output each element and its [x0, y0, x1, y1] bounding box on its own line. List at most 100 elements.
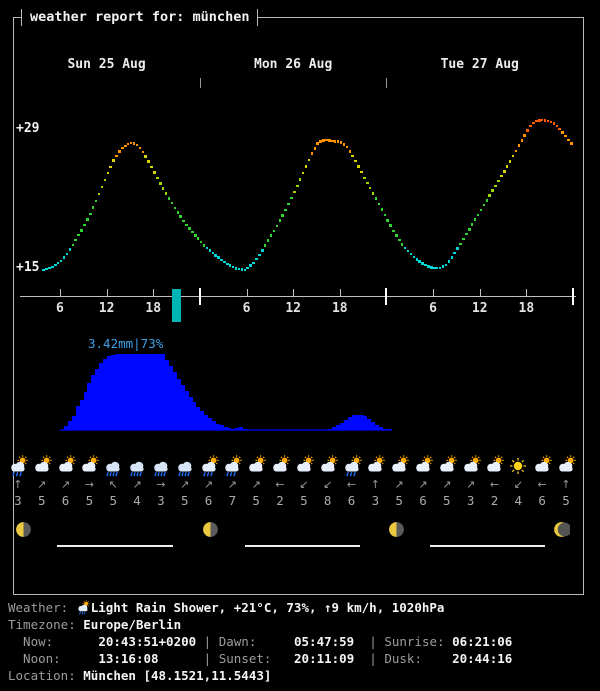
status-label: Timezone: — [8, 617, 84, 632]
temp-dot — [552, 122, 556, 125]
status-line: Location: München [48.1521,11.5443] — [8, 667, 512, 684]
temp-dot — [164, 192, 168, 195]
precip-bar — [344, 419, 349, 430]
forecast-column: ↑ 5 — [554, 455, 578, 509]
wind-speed: 2 — [276, 493, 284, 508]
wind-speed: 6 — [538, 493, 546, 508]
temp-dot — [339, 141, 343, 144]
temp-dot — [94, 199, 98, 203]
temp-dot — [549, 120, 553, 124]
temp-dot — [115, 154, 118, 158]
temp-dot — [258, 253, 261, 257]
forecast-column: ↑ 3 — [6, 455, 30, 509]
temp-dot — [357, 165, 360, 168]
precip-bar — [99, 363, 104, 430]
temp-dot — [456, 247, 459, 250]
forecast-column: ↗ 5 — [30, 455, 54, 509]
temp-dot — [540, 118, 544, 122]
status-line: Now: 20:43:51+0200 | Dawn: 05:47:59 | Su… — [8, 633, 512, 650]
temp-dot — [398, 238, 401, 242]
precip-bar — [355, 415, 360, 430]
wind-direction-icon: ← — [489, 478, 500, 491]
temp-dot — [476, 213, 480, 217]
temp-dot — [62, 256, 66, 259]
status-label: Dusk: — [384, 651, 453, 666]
temp-dot — [400, 243, 404, 246]
precip-bar — [386, 429, 391, 430]
status-value: 05:47:59 — [294, 634, 355, 649]
forecast-column: ← 6 — [530, 455, 554, 509]
sun-cloud-icon — [554, 455, 578, 478]
temp-dot — [214, 254, 217, 257]
temp-dot — [433, 266, 436, 270]
wind-direction-icon: → — [156, 478, 166, 491]
temp-dot — [561, 131, 564, 134]
temp-dot — [196, 237, 200, 240]
temp-dot — [500, 174, 503, 178]
rain-icon — [173, 455, 197, 478]
temp-dot — [538, 119, 541, 122]
forecast-column: ↗ 5 — [173, 455, 197, 509]
temp-dot — [223, 260, 226, 264]
temp-dot — [278, 219, 282, 222]
precip-baseline — [60, 429, 392, 431]
precip-bar — [157, 354, 162, 430]
temp-dot — [42, 268, 45, 272]
sun-cloud-icon — [435, 455, 459, 478]
temp-dot — [298, 178, 302, 181]
precip-bar — [204, 414, 209, 430]
temp-dot — [523, 134, 526, 137]
temp-dot — [409, 252, 413, 256]
precip-bar — [130, 354, 135, 430]
temp-dot — [307, 158, 311, 162]
precip-bar — [192, 402, 197, 430]
temp-dot — [74, 238, 77, 242]
temp-dot — [529, 124, 532, 128]
day-label: Sun 25 Aug — [67, 57, 146, 72]
precip-bar — [114, 354, 119, 430]
temp-dot — [526, 129, 529, 132]
precip-bar — [196, 406, 201, 430]
temp-dot — [465, 232, 468, 236]
temp-dot — [380, 208, 384, 211]
forecast-column: ↙ 5 — [292, 455, 316, 509]
temp-dot — [103, 178, 107, 182]
daylight-line — [429, 545, 546, 547]
sun-cloud-icon — [363, 455, 387, 478]
wind-speed: 5 — [37, 493, 46, 508]
wind-speed: 5 — [395, 493, 403, 508]
precip-bar — [149, 354, 154, 430]
temp-dot — [284, 208, 287, 212]
status-value: Light Rain Shower, +21°C, 73%, ↑9 km/h, … — [90, 600, 445, 615]
precip-bar — [106, 356, 111, 430]
wind-direction-icon: ↗ — [132, 478, 142, 491]
temp-dot — [532, 121, 535, 125]
precip-bar — [336, 425, 341, 430]
temp-dot — [310, 152, 314, 155]
temp-dot — [199, 240, 203, 244]
temp-dot — [368, 186, 372, 190]
sun-cloud-icon — [268, 455, 292, 478]
precip-bar — [211, 421, 216, 430]
sun-cloud-icon — [530, 455, 554, 478]
wind-direction-icon: ↗ — [418, 478, 428, 491]
moon-phase-icon — [15, 521, 32, 542]
temp-dot — [144, 155, 147, 158]
wind-speed: 3 — [466, 493, 475, 508]
temp-dot — [141, 150, 145, 154]
wind-speed: 4 — [514, 493, 523, 508]
precip-bar — [176, 378, 181, 430]
temp-dot — [497, 179, 500, 183]
temp-dot — [51, 265, 54, 269]
sun-rain-icon — [197, 455, 221, 478]
temp-dot — [555, 124, 558, 128]
temp-dot — [173, 206, 177, 210]
temp-dot — [255, 257, 258, 261]
sun-cloud-icon — [483, 455, 507, 478]
temp-dot — [328, 139, 331, 142]
temp-dot — [485, 199, 489, 202]
temp-dot — [150, 165, 153, 169]
temp-dot — [430, 266, 433, 269]
precip-bar — [371, 422, 376, 430]
sun-cloud-icon — [387, 455, 411, 478]
